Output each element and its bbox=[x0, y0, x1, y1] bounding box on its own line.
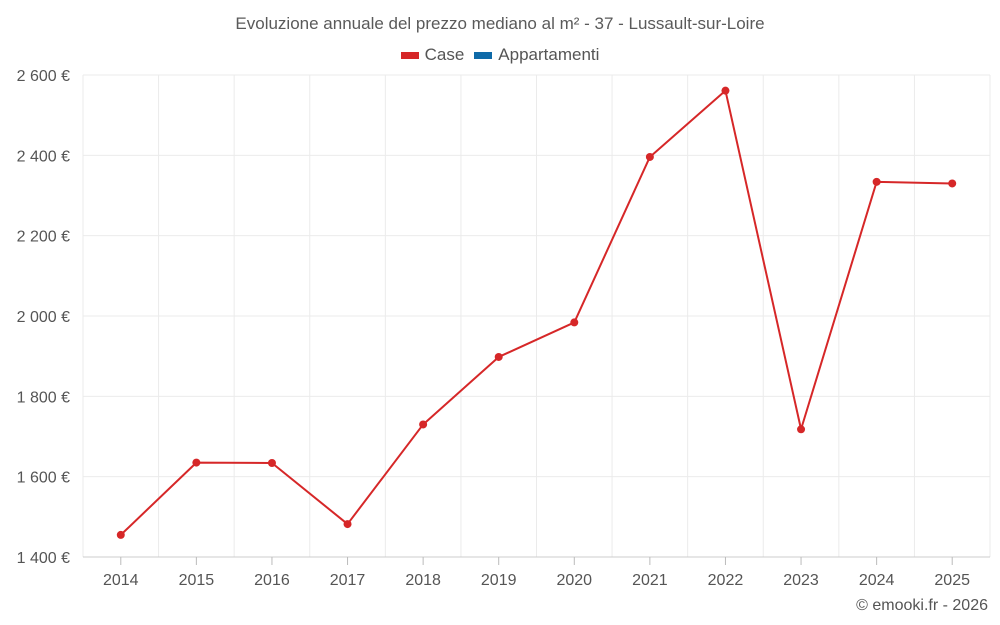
legend-item-appartamenti[interactable]: Appartamenti bbox=[474, 45, 599, 65]
data-point bbox=[872, 177, 881, 186]
series-line-case bbox=[120, 89, 953, 536]
data-point bbox=[116, 530, 125, 539]
data-point bbox=[267, 459, 276, 468]
data-point bbox=[570, 318, 579, 327]
x-tick-label: 2018 bbox=[405, 572, 441, 589]
data-point bbox=[645, 152, 654, 161]
y-tick-label: 2 400 € bbox=[17, 148, 70, 165]
chart-title: Evoluzione annuale del prezzo mediano al… bbox=[235, 14, 765, 33]
x-tick-label: 2017 bbox=[330, 572, 366, 589]
data-point bbox=[343, 520, 352, 529]
legend-label-appartamenti: Appartamenti bbox=[498, 45, 600, 64]
y-tick-label: 2 200 € bbox=[17, 229, 70, 246]
x-tick-label: 2022 bbox=[708, 572, 744, 589]
data-point bbox=[797, 425, 806, 434]
y-tick-label: 1 400 € bbox=[17, 550, 70, 567]
legend: Case Appartamenti bbox=[0, 45, 1000, 65]
legend-swatch-case bbox=[400, 51, 419, 59]
x-tick-label: 2014 bbox=[103, 572, 139, 589]
y-tick-label: 2 600 € bbox=[17, 68, 70, 85]
x-tick-label: 2023 bbox=[783, 572, 819, 589]
legend-label-case: Case bbox=[424, 45, 465, 64]
footer-credit: © emooki.fr - 2026 bbox=[856, 597, 988, 614]
x-tick-label: 2025 bbox=[934, 572, 970, 589]
data-point bbox=[419, 420, 428, 429]
data-point bbox=[721, 86, 730, 95]
y-tick-label: 1 800 € bbox=[17, 389, 70, 406]
x-tick-label: 2019 bbox=[481, 572, 517, 589]
x-tick-label: 2016 bbox=[254, 572, 290, 589]
y-tick-label: 1 600 € bbox=[17, 470, 70, 487]
data-point bbox=[192, 458, 201, 467]
x-tick-label: 2015 bbox=[179, 572, 215, 589]
data-point bbox=[948, 179, 957, 188]
data-point bbox=[494, 352, 503, 361]
x-tick-label: 2020 bbox=[556, 572, 592, 589]
legend-item-case[interactable]: Case bbox=[400, 45, 465, 65]
legend-swatch-appartamenti bbox=[474, 51, 493, 59]
x-tick-label: 2021 bbox=[632, 572, 668, 589]
y-tick-label: 2 000 € bbox=[17, 309, 70, 326]
x-tick-label: 2024 bbox=[859, 572, 895, 589]
